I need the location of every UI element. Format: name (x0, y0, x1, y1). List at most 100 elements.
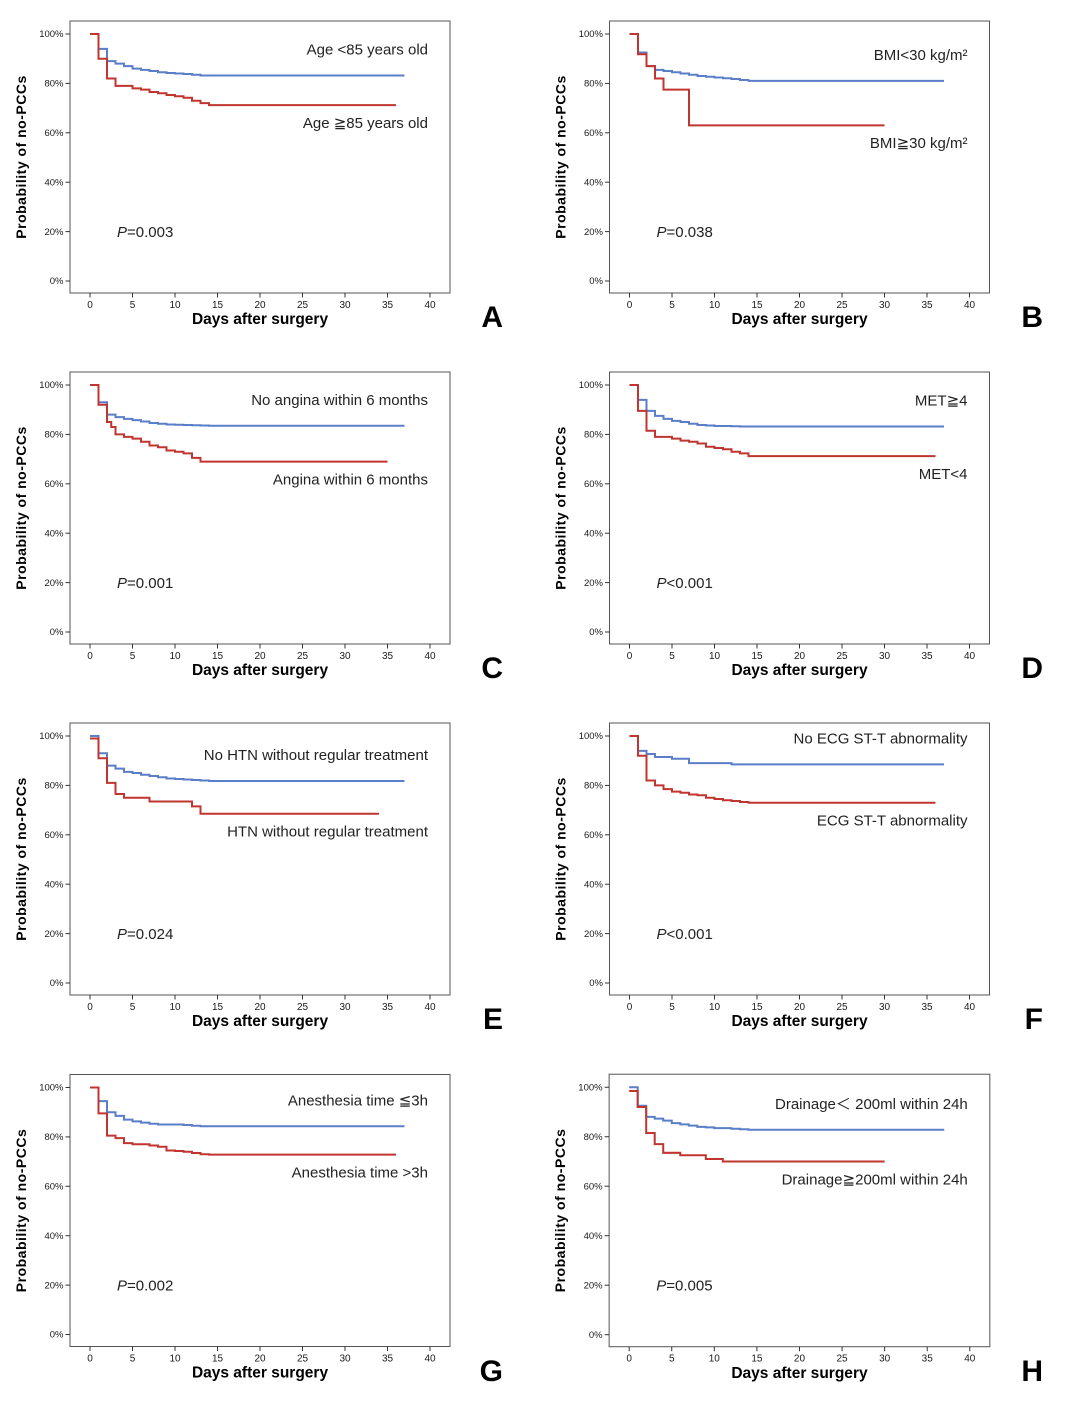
x-tick-label: 20 (254, 1354, 266, 1365)
p-value-label: P=0.005 (656, 1278, 712, 1295)
y-tick-label: 100% (578, 1082, 603, 1093)
x-tick-label: 40 (964, 300, 976, 311)
y-tick-label: 20% (584, 227, 604, 238)
x-tick-label: 5 (669, 300, 675, 311)
survival-curve-blue (90, 1086, 405, 1128)
panel-letter-f: F (1024, 1003, 1043, 1036)
survival-curve-blue (90, 33, 405, 77)
km-panel-b: 0% 20% 40% 60% 80% 100% 0 5 10 15 20 25 30 35 40 Probab… (539, 0, 1079, 351)
x-axis-title: Days after surgery (731, 662, 868, 679)
x-tick-label: 35 (382, 1354, 394, 1365)
x-axis-title: Days after surgery (192, 1013, 329, 1030)
x-tick-label: 20 (254, 1002, 266, 1013)
survival-curve-blue (629, 384, 944, 428)
plot-border (69, 20, 451, 294)
x-tick-label: 20 (794, 1002, 806, 1013)
x-tick-label: 15 (751, 1354, 763, 1365)
x-tick-label: 5 (669, 651, 675, 662)
p-value-label: P=0.003 (117, 224, 173, 241)
km-chart-a: 0% 20% 40% 60% 80% 100% 0 5 10 15 20 25 30 35 40 Probab… (13, 20, 451, 328)
curve-label-blue: MET≧4 (915, 393, 968, 410)
y-tick-label: 20% (584, 1280, 604, 1291)
x-tick-label: 30 (879, 1002, 891, 1013)
x-tick-label: 35 (382, 300, 394, 311)
km-chart-h: 0% 20% 40% 60% 80% 100% 0 5 10 15 20 25 30 35 40 Probab… (552, 1073, 991, 1382)
x-tick-label: 30 (339, 1354, 351, 1365)
y-tick-label: 0% (589, 276, 603, 287)
x-tick-label: 25 (297, 1002, 309, 1013)
y-axis-title: Probability of no-PCCs (553, 75, 569, 238)
km-panel-g: 0% 20% 40% 60% 80% 100% 0 5 10 15 20 25 30 35 40 Probab… (0, 1053, 539, 1405)
y-tick-label: 100% (39, 731, 64, 742)
x-tick-label: 5 (130, 1002, 136, 1013)
y-tick-label: 40% (584, 528, 604, 539)
km-panel-e: 0% 20% 40% 60% 80% 100% 0 5 10 15 20 25 30 35 40 Probab… (0, 702, 539, 1053)
survival-curve-blue (90, 735, 405, 782)
y-tick-label: 40% (44, 1231, 64, 1242)
km-chart-g: 0% 20% 40% 60% 80% 100% 0 5 10 15 20 25 30 35 40 Probab… (13, 1074, 451, 1382)
y-tick-label: 20% (44, 1280, 64, 1291)
y-tick-label: 20% (44, 578, 64, 589)
panel-letter-e: E (482, 1003, 503, 1036)
y-tick-label: 40% (44, 879, 64, 890)
curve-label-red: Age ≧85 years old (303, 115, 428, 132)
y-tick-label: 20% (584, 578, 604, 589)
y-tick-label: 100% (39, 29, 64, 40)
y-axis-title: Probability of no-PCCs (13, 777, 29, 940)
x-tick-label: 0 (627, 300, 633, 311)
y-tick-label: 20% (44, 929, 64, 940)
km-panel-d: 0% 20% 40% 60% 80% 100% 0 5 10 15 20 25 30 35 40 Probab… (539, 351, 1079, 702)
curve-label-red: MET<4 (919, 466, 968, 483)
x-tick-label: 30 (339, 1002, 351, 1013)
y-tick-label: 0% (50, 978, 64, 989)
y-tick-label: 20% (584, 929, 604, 940)
y-tick-label: 40% (584, 879, 604, 890)
x-tick-label: 25 (836, 300, 848, 311)
km-panel-h: 0% 20% 40% 60% 80% 100% 0 5 10 15 20 25 30 35 40 Probab… (539, 1053, 1079, 1405)
y-tick-label: 80% (584, 1132, 604, 1143)
x-tick-label: 35 (921, 651, 933, 662)
x-tick-label: 15 (212, 651, 224, 662)
x-tick-label: 15 (212, 1354, 224, 1365)
panel-letter-g: G (479, 1355, 503, 1388)
y-tick-label: 60% (44, 479, 64, 490)
p-value-label: P=0.024 (117, 926, 173, 943)
curve-label-blue: No HTN without regular treatment (204, 747, 429, 764)
y-tick-label: 40% (44, 528, 64, 539)
curve-label-blue: BMI<30 kg/m² (874, 47, 968, 64)
x-tick-label: 15 (751, 300, 763, 311)
curve-label-blue: No ECG ST-T abnormality (794, 730, 968, 747)
x-tick-label: 25 (297, 651, 309, 662)
x-tick-label: 35 (921, 300, 933, 311)
plot-border (69, 1074, 451, 1347)
km-chart-b: 0% 20% 40% 60% 80% 100% 0 5 10 15 20 25 30 35 40 Probab… (553, 20, 990, 328)
x-axis-title: Days after surgery (731, 311, 868, 328)
y-tick-label: 40% (584, 177, 604, 188)
p-value-label: P<0.001 (657, 926, 713, 943)
y-tick-label: 20% (44, 227, 64, 238)
km-chart-f: 0% 20% 40% 60% 80% 100% 0 5 10 15 20 25 30 35 40 Probab… (553, 722, 990, 1030)
x-tick-label: 5 (130, 651, 136, 662)
y-tick-label: 60% (44, 1182, 64, 1193)
curve-label-red: Anesthesia time >3h (292, 1164, 428, 1181)
x-tick-label: 5 (669, 1354, 675, 1365)
x-tick-label: 25 (836, 651, 848, 662)
x-tick-label: 20 (794, 300, 806, 311)
curve-label-red: ECG ST-T abnormality (817, 812, 968, 829)
x-tick-label: 0 (87, 1354, 93, 1365)
survival-curve-blue (90, 384, 405, 427)
y-tick-label: 60% (584, 128, 604, 139)
y-tick-label: 80% (44, 430, 64, 441)
x-tick-label: 35 (382, 651, 394, 662)
survival-curve-red (629, 384, 936, 458)
plot-border (608, 1073, 991, 1348)
plot-border (609, 371, 990, 645)
x-axis-title: Days after surgery (192, 662, 329, 679)
panel-letter-b: B (1021, 301, 1043, 334)
x-tick-label: 10 (169, 1002, 181, 1013)
y-axis-title: Probability of no-PCCs (553, 426, 569, 589)
y-tick-label: 40% (584, 1231, 604, 1242)
y-tick-label: 0% (50, 627, 64, 638)
y-tick-label: 0% (50, 276, 64, 287)
x-tick-label: 20 (254, 300, 266, 311)
